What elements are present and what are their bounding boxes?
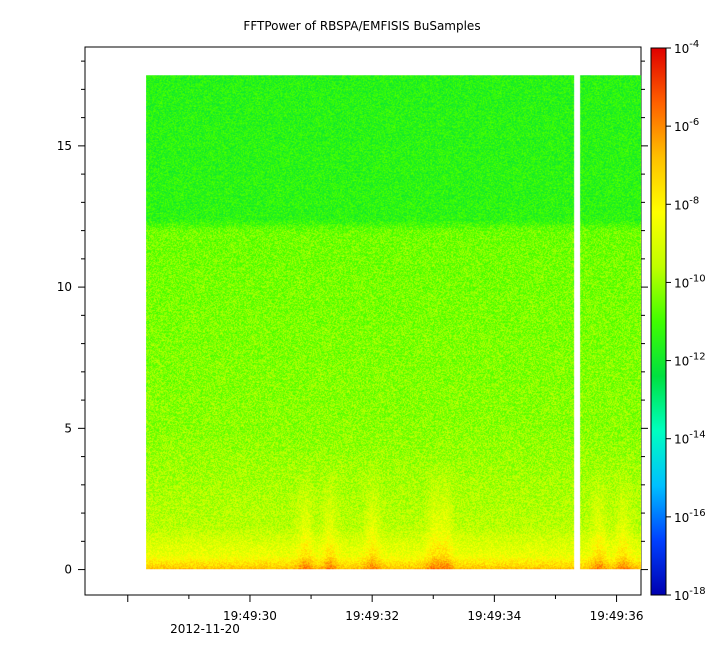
colorbar-tick-label: 10-8 [674, 195, 699, 212]
colorbar-tick-label: 10-14 [674, 430, 706, 447]
y-axis: 0 5 10 15 [57, 60, 648, 577]
x-tick-label: 19:49:32 [345, 609, 399, 623]
y-tick-label: 10 [57, 280, 72, 294]
x-tick-label: 19:49:36 [590, 609, 644, 623]
colorbar-tick-label: 10-10 [674, 273, 706, 290]
y-tick-label: 5 [64, 421, 72, 435]
spectrogram-image [146, 75, 642, 570]
colorbar-tick-label: 10-16 [674, 508, 706, 525]
y-tick-label: 0 [64, 563, 72, 577]
x-tick-label: 19:49:30 [223, 609, 277, 623]
colorbar-axis: 10-4 10-6 10-8 10-10 10-12 10-14 10-16 10-18 [666, 39, 706, 603]
colorbar-tick-label: 10-18 [674, 586, 706, 603]
x-axis: 19:49:30 19:49:32 19:49:34 19:49:36 [127, 595, 644, 623]
colorbar-tick-label: 10-6 [674, 117, 699, 134]
x-tick-label: 19:49:34 [467, 609, 521, 623]
y-tick-label: 15 [57, 139, 72, 153]
colorbar-tick-label: 10-4 [674, 39, 699, 56]
colorbar [650, 47, 667, 596]
x-date-label: 2012-11-20 [170, 622, 240, 636]
colorbar-tick-label: 10-12 [674, 352, 706, 369]
chart-title: FFTPower of RBSPA/EMFISIS BuSamples [243, 19, 480, 33]
